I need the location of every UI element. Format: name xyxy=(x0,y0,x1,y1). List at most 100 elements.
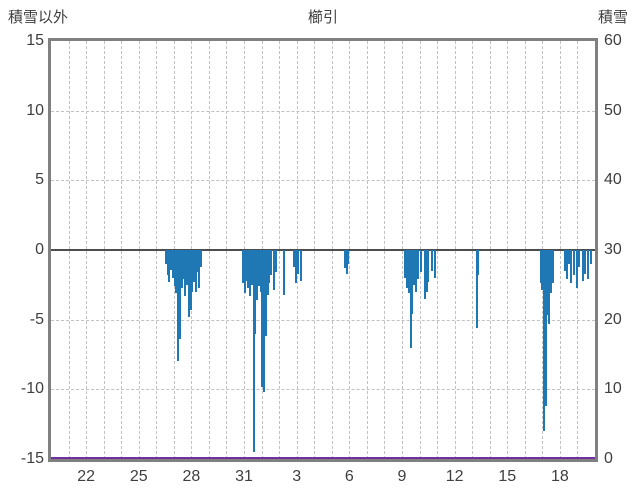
temperature-bar xyxy=(551,250,554,284)
horizontal-gridline xyxy=(51,110,595,112)
y-left-tick-label: -5 xyxy=(29,310,44,328)
temperature-bar xyxy=(407,250,410,294)
temperature-bar xyxy=(543,250,546,432)
temperature-bar xyxy=(187,250,190,317)
temperature-bar xyxy=(164,250,167,264)
temperature-bar xyxy=(564,250,567,271)
y-right-tick-label: 60 xyxy=(604,32,622,49)
temperature-bar xyxy=(261,250,264,387)
x-tick-label: 31 xyxy=(235,468,253,485)
temperature-bar xyxy=(539,250,542,284)
temperature-bar xyxy=(186,250,188,285)
temperature-bar xyxy=(175,250,178,294)
horizontal-gridline xyxy=(51,180,595,182)
temperature-bar xyxy=(275,250,278,273)
temperature-bar xyxy=(243,250,246,294)
temperature-bar xyxy=(415,250,417,292)
temperature-bar xyxy=(168,250,171,283)
temperature-bar xyxy=(427,250,430,283)
temperature-bar xyxy=(245,250,248,281)
temperature-bar xyxy=(578,250,581,267)
temperature-bar xyxy=(178,250,181,340)
x-tick-label: 3 xyxy=(292,468,302,485)
y-right-tick-label: 30 xyxy=(604,241,622,258)
temperature-bar xyxy=(256,250,259,301)
x-tick-label: 12 xyxy=(445,468,464,485)
right-axis-title: 積雪 xyxy=(597,9,628,26)
temperature-bar xyxy=(272,250,275,291)
temperature-bar xyxy=(589,250,592,264)
temperature-bar xyxy=(343,250,346,269)
temperature-bar xyxy=(404,250,407,278)
temperature-bar xyxy=(282,250,285,295)
y-right-tick-label: 10 xyxy=(604,380,622,398)
temperature-bar xyxy=(413,250,416,285)
x-tick-label: 18 xyxy=(550,468,569,485)
temperature-bar xyxy=(570,250,573,284)
temperature-bar xyxy=(264,250,267,337)
temperature-bar xyxy=(475,250,478,329)
temperature-bar xyxy=(198,250,201,288)
temperature-bar xyxy=(294,250,297,284)
temperature-bar xyxy=(171,250,174,278)
y-left-tick-label: 5 xyxy=(35,171,44,189)
temperature-bar xyxy=(586,250,589,280)
temperature-bar xyxy=(406,250,409,288)
y-left-tick-label: -10 xyxy=(20,380,44,398)
temperature-bar xyxy=(268,250,271,284)
temperature-bar xyxy=(425,250,428,292)
temperature-bar xyxy=(423,250,426,299)
temperature-bar xyxy=(550,250,553,294)
temperature-bar xyxy=(434,250,437,278)
temperature-bar xyxy=(548,250,551,324)
temperature-bar xyxy=(191,250,194,292)
temperature-bar xyxy=(173,250,176,287)
temperature-bar xyxy=(270,250,273,276)
temperature-bar xyxy=(420,250,423,273)
temperature-bar xyxy=(170,250,173,270)
x-tick-label: 9 xyxy=(397,468,407,485)
chart-title: 櫛引 xyxy=(307,9,338,26)
temperature-bar xyxy=(300,250,303,281)
x-tick-label: 6 xyxy=(344,468,354,485)
temperature-bar xyxy=(166,250,169,276)
temperature-bar xyxy=(544,250,547,407)
left-axis-title: 積雪以外 xyxy=(8,9,69,26)
temperature-bar xyxy=(193,250,196,283)
temperature-bar xyxy=(266,250,269,295)
snow-depth-line xyxy=(51,457,595,459)
temperature-bar xyxy=(194,250,197,292)
temperature-bar xyxy=(200,250,203,267)
temperature-bar xyxy=(259,250,262,292)
temperature-bar xyxy=(430,250,433,271)
temperature-bar xyxy=(296,250,299,274)
y-right-tick-label: 0 xyxy=(604,450,613,467)
temperature-bar xyxy=(177,250,180,362)
temperature-bar xyxy=(546,250,549,316)
temperature-bar xyxy=(541,250,544,291)
plot-area xyxy=(48,38,598,462)
temperature-bar xyxy=(411,250,414,315)
x-tick-label: 28 xyxy=(182,468,201,485)
temperature-bar xyxy=(293,250,296,267)
temperature-bar xyxy=(184,250,187,296)
temperature-bar xyxy=(345,250,348,274)
temperature-bar xyxy=(189,250,192,310)
temperature-bar xyxy=(581,250,584,281)
x-tick-label: 25 xyxy=(129,468,148,485)
y-left-tick-label: -15 xyxy=(20,450,44,467)
y-left-tick-label: 10 xyxy=(26,101,44,119)
y-left-tick-label: 15 xyxy=(26,32,44,49)
temperature-bar xyxy=(565,250,568,280)
temperature-bar xyxy=(254,250,257,334)
temperature-bar xyxy=(567,250,570,264)
temperature-bar xyxy=(247,250,250,288)
temperature-bar xyxy=(250,250,253,285)
y-right-tick-label: 40 xyxy=(604,171,622,189)
temperature-bar xyxy=(249,250,252,296)
temperature-bar xyxy=(257,250,260,287)
temperature-bar xyxy=(196,250,199,273)
horizontal-gridline xyxy=(51,389,595,391)
horizontal-gridline xyxy=(51,319,595,321)
